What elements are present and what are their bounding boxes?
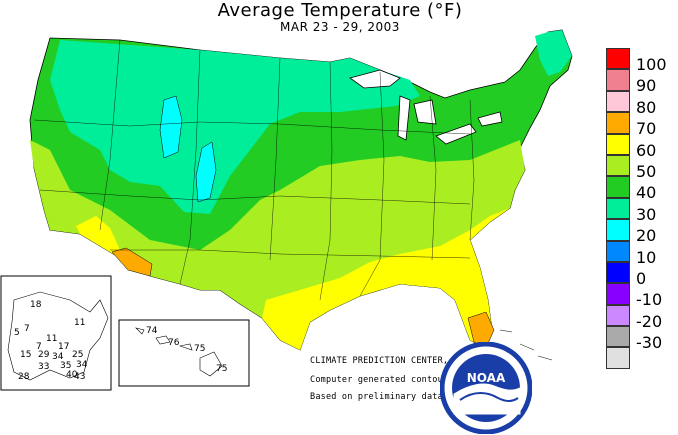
legend-entry: 40 (606, 176, 676, 202)
legend-entry (606, 347, 676, 369)
alaska-value: 25 (72, 350, 84, 360)
legend-swatch (606, 69, 630, 91)
alaska-value: 40 (66, 370, 78, 380)
great-lakes (349, 69, 503, 145)
legend-entry: 50 (606, 154, 676, 180)
contour-50 (30, 140, 525, 350)
contour-70a (111, 247, 153, 277)
legend-label: 100 (636, 55, 667, 74)
hawaii-value: 74 (146, 326, 158, 336)
legend-label: 80 (636, 97, 657, 117)
legend-label: 50 (636, 161, 657, 181)
legend-label: 20 (636, 226, 657, 246)
alaska-value: 17 (58, 342, 70, 352)
legend-label: 10 (636, 247, 657, 267)
alaska-value: 43 (74, 372, 86, 382)
legend-swatch (606, 90, 630, 113)
alaska-value: 35 (60, 361, 72, 371)
legend-swatch (606, 197, 630, 220)
legend-entry: 80 (606, 90, 676, 116)
alaska-value: 29 (38, 350, 50, 360)
legend-entry: -20 (606, 304, 676, 330)
alaska-value: 11 (74, 318, 86, 328)
alaska-value: 33 (38, 362, 50, 372)
credit-line-2: Based on preliminary data (310, 392, 443, 402)
legend-entry: -10 (606, 283, 676, 309)
legend-swatch (606, 326, 630, 348)
legend-entry: 100 (606, 48, 676, 74)
alaska-value: 18 (30, 300, 42, 310)
legend-swatch (606, 154, 630, 177)
contour-20b (195, 141, 217, 203)
alaska-outline (7, 291, 109, 381)
noaa-logo: NOAA (440, 342, 532, 434)
legend-label: 90 (636, 76, 657, 96)
bahamas (499, 329, 553, 361)
legend-label: 0 (636, 268, 647, 288)
legend-entry: 90 (606, 69, 676, 95)
legend-entry: 10 (606, 240, 676, 266)
legend-swatch (606, 133, 630, 155)
alaska-inset (0, 275, 112, 391)
hawaii-value: 75 (216, 364, 228, 374)
contour-30 (50, 40, 420, 214)
credit-line-1: Computer generated contours (310, 375, 454, 385)
legend-label: -20 (636, 311, 663, 331)
legend-swatch (606, 261, 630, 284)
legend-entry: 70 (606, 112, 676, 138)
noaa-logo-text: NOAA (467, 371, 506, 385)
map-subtitle: MAR 23 - 29, 2003 (280, 20, 400, 34)
legend-entry: -30 (606, 326, 676, 352)
legend-swatch (606, 347, 630, 369)
alaska-value: 34 (52, 352, 64, 362)
contour-20a (159, 95, 183, 159)
credit-center: CLIMATE PREDICTION CENTER, NOAA (310, 356, 475, 366)
legend-entry: 20 (606, 219, 676, 245)
map-title: Average Temperature (°F) (217, 0, 463, 21)
legend-label: 30 (636, 204, 657, 224)
legend-entry: 0 (606, 261, 676, 287)
legend-entry: 30 (606, 197, 676, 223)
hawaii-inset (118, 319, 250, 387)
legend-swatch (606, 48, 630, 70)
hawaii-value: 75 (194, 344, 206, 354)
legend-label: -30 (636, 333, 663, 353)
contour-60-south (262, 208, 510, 350)
alaska-value: 28 (18, 372, 30, 382)
alaska-value: 11 (46, 334, 58, 344)
alaska-value: 7 (24, 324, 30, 334)
hawaii-islands (135, 327, 223, 377)
contour-30-ne (535, 30, 572, 76)
legend-swatch (606, 304, 630, 327)
legend: 100 90 80 70 60 50 40 30 20 10 0 -10 -20 -30 (606, 48, 676, 369)
legend-swatch (606, 176, 630, 198)
legend-label: 40 (636, 183, 657, 203)
legend-label: 60 (636, 140, 657, 160)
legend-entry: 60 (606, 133, 676, 159)
legend-label: -10 (636, 290, 663, 310)
hawaii-value: 76 (168, 338, 180, 348)
legend-label: 70 (636, 119, 657, 139)
contour-70b (467, 311, 495, 349)
state-boundaries (33, 39, 475, 301)
legend-swatch (606, 219, 630, 241)
legend-swatch (606, 112, 630, 134)
alaska-value: 34 (76, 360, 88, 370)
alaska-value: 15 (20, 350, 32, 360)
alaska-value: 5 (14, 328, 20, 338)
alaska-value: 7 (36, 342, 42, 352)
legend-swatch (606, 240, 630, 262)
legend-swatch (606, 283, 630, 305)
